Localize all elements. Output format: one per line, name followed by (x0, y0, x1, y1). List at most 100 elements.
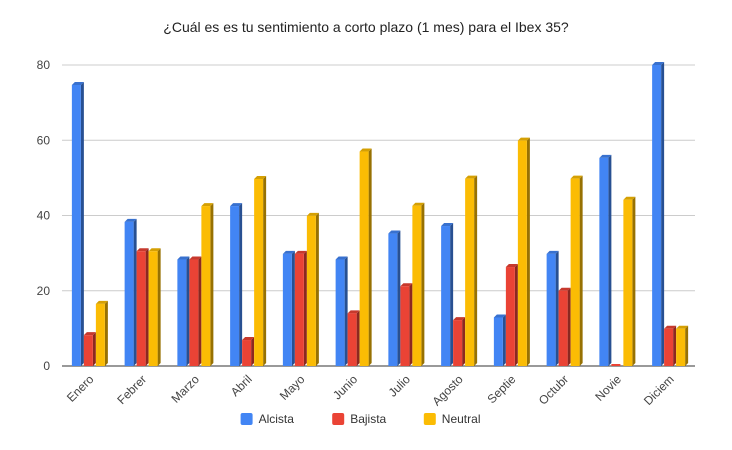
bar-bajista-1-side (145, 248, 149, 366)
bar-bajista-8 (505, 267, 515, 366)
bar-alcista-6 (388, 233, 398, 366)
legend-swatch-neutral (423, 413, 436, 425)
bar-alcista-8-top (493, 314, 506, 318)
bar-neutral-8-side (526, 137, 530, 366)
bar-neutral-5 (359, 151, 369, 366)
bar-neutral-4-top (306, 212, 319, 216)
bar-bajista-1-top (136, 248, 149, 252)
bar-alcista-2-top (177, 256, 190, 260)
legend-swatch-bajista (332, 413, 345, 425)
bar-alcista-0-top (71, 81, 84, 85)
x-tick-label-6: Julio (386, 372, 414, 400)
bar-neutral-5-side (368, 148, 372, 366)
bar-bajista-5 (347, 313, 357, 366)
bar-alcista-7 (441, 226, 451, 366)
bar-alcista-3 (230, 206, 240, 366)
bar-neutral-10 (623, 199, 633, 366)
bar-alcista-3-side (239, 203, 243, 366)
bar-bajista-3-side (251, 337, 255, 366)
bar-bajista-6-side (409, 283, 413, 366)
bar-bajista-9-side (567, 287, 571, 366)
bar-alcista-0-side (80, 81, 84, 366)
x-tick-label-0: Enero (64, 372, 97, 405)
bar-bajista-0 (83, 335, 93, 366)
bar-bajista-2-top (189, 256, 202, 260)
chart-title: ¿Cuál es es tu sentimiento a corto plazo… (163, 19, 569, 35)
y-tick-label-0: 0 (43, 359, 50, 373)
x-tick-label-10: Novie (592, 372, 624, 404)
bar-alcista-10-top (599, 154, 612, 158)
bar-alcista-9 (546, 253, 556, 366)
bar-alcista-8 (493, 317, 503, 366)
y-tick-label-40: 40 (37, 209, 51, 223)
bar-bajista-2 (189, 259, 199, 366)
x-tick-label-4: Mayo (277, 372, 308, 403)
bar-bajista-0-side (92, 332, 96, 366)
bar-neutral-8 (517, 140, 527, 366)
legend-label-neutral: Neutral (442, 412, 481, 426)
bar-bajista-8-top (505, 264, 518, 268)
bar-neutral-2 (201, 206, 211, 366)
bar-neutral-7 (465, 178, 475, 366)
bar-alcista-7-side (450, 223, 454, 366)
bar-bajista-7 (453, 320, 463, 366)
bar-alcista-9-top (546, 250, 559, 254)
bar-bajista-8-side (514, 264, 518, 366)
bar-neutral-3 (254, 179, 264, 366)
bar-alcista-11-side (661, 62, 665, 366)
x-tick-label-2: Marzo (169, 372, 203, 406)
bar-neutral-4 (306, 215, 316, 366)
bar-bajista-10 (611, 364, 621, 366)
bar-bajista-9-top (558, 287, 571, 291)
bar-bajista-1 (136, 251, 146, 366)
bar-neutral-10-side (632, 196, 636, 366)
bar-neutral-2-side (210, 203, 214, 366)
bar-bajista-9 (558, 290, 568, 366)
bar-neutral-9-side (579, 175, 583, 366)
bar-alcista-5-top (335, 256, 348, 260)
bar-bajista-11-top (664, 325, 677, 329)
bar-bajista-2-side (198, 256, 202, 366)
bar-alcista-5 (335, 259, 345, 366)
bar-neutral-11-top (676, 325, 689, 329)
bar-bajista-7-side (462, 317, 466, 366)
bar-alcista-2-side (186, 256, 190, 366)
bar-neutral-1-top (148, 248, 161, 252)
bar-neutral-7-top (465, 175, 478, 179)
x-tick-label-1: Febrer (114, 372, 149, 407)
bar-alcista-10 (599, 157, 609, 366)
bar-alcista-6-side (397, 230, 401, 366)
bar-neutral-9-top (570, 175, 583, 179)
x-tick-label-9: Octubr (536, 372, 571, 407)
bar-bajista-11-side (673, 325, 677, 366)
bar-alcista-2 (177, 259, 187, 366)
bar-alcista-6-top (388, 230, 401, 234)
bar-bajista-6-top (400, 283, 413, 287)
bar-alcista-9-side (555, 250, 559, 366)
x-tick-label-3: Abril (228, 372, 255, 399)
y-tick-label-20: 20 (37, 284, 51, 298)
bar-neutral-7-side (474, 175, 478, 366)
bar-alcista-11 (652, 65, 662, 366)
bar-neutral-3-top (254, 176, 267, 180)
bar-bajista-6 (400, 286, 410, 366)
bar-alcista-5-side (344, 256, 348, 366)
bar-neutral-4-side (315, 212, 319, 366)
legend-label-alcista: Alcista (259, 412, 295, 426)
bar-neutral-5-top (359, 148, 372, 152)
bar-bajista-3 (242, 340, 252, 366)
bar-bajista-7-top (453, 317, 466, 321)
bar-alcista-11-top (652, 62, 665, 65)
legend-label-bajista: Bajista (350, 412, 386, 426)
bar-neutral-6-side (421, 202, 425, 366)
bar-bajista-4-side (303, 250, 307, 366)
bar-neutral-0-side (104, 300, 108, 366)
bar-alcista-10-side (608, 154, 612, 366)
bar-neutral-1 (148, 251, 158, 366)
bar-bajista-0-top (83, 332, 96, 336)
bar-neutral-9 (570, 178, 580, 366)
bar-alcista-7-top (441, 223, 454, 227)
bar-neutral-6-top (412, 202, 425, 206)
